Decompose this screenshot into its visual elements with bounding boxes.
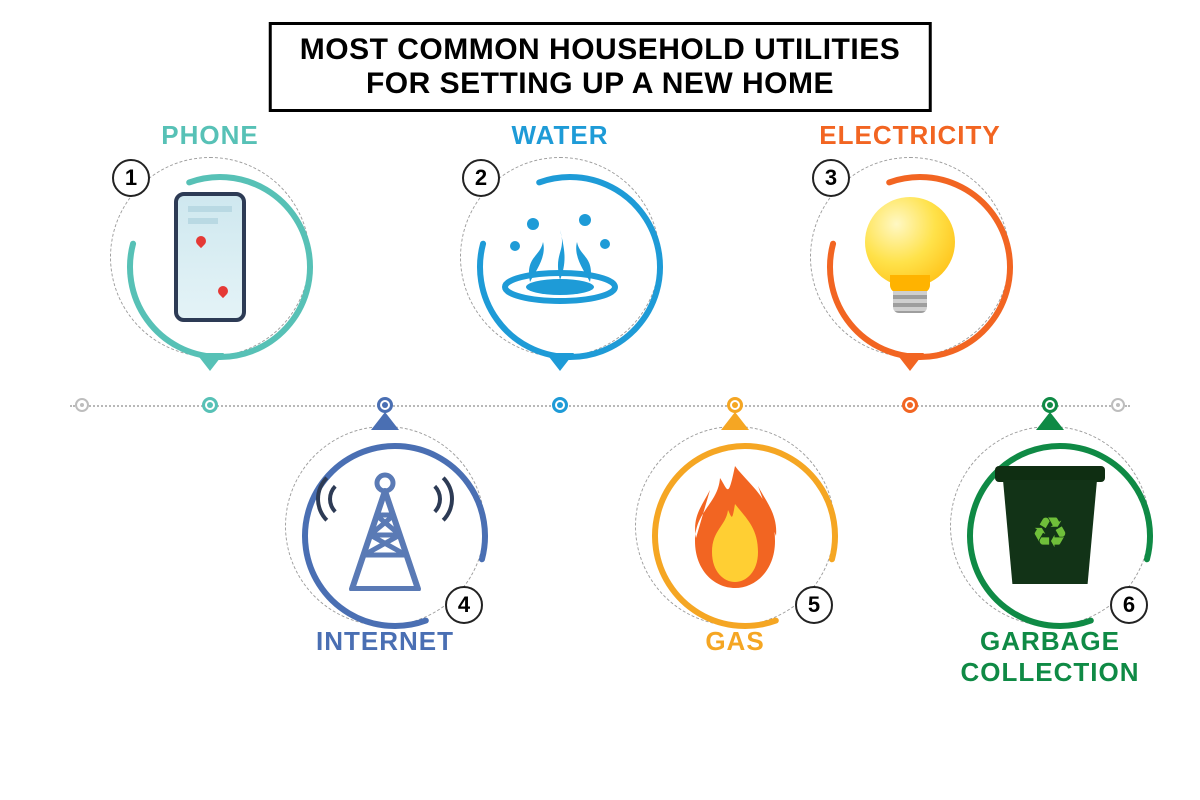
garbage-bin-icon: ♻ [995, 466, 1105, 586]
utility-item: WATER 2 [440, 120, 680, 357]
timeline-dot [202, 397, 218, 413]
number-badge: 2 [462, 159, 500, 197]
phone-icon [174, 192, 246, 322]
utility-item: PHONE 1 [90, 120, 330, 357]
utility-bubble: 4 [285, 426, 485, 626]
flame-icon [680, 456, 790, 596]
number-badge: 4 [445, 586, 483, 624]
timeline-end-right [1111, 398, 1125, 412]
timeline-dot [377, 397, 393, 413]
title-line-2: FOR SETTING UP A NEW HOME [300, 67, 901, 101]
pointer-down-icon [546, 353, 574, 371]
number-badge: 6 [1110, 586, 1148, 624]
timeline-dot [1042, 397, 1058, 413]
recycle-icon: ♻ [1031, 508, 1069, 557]
pointer-up-icon [371, 412, 399, 430]
utility-item: 6 ♻ GARBAGECOLLECTION [930, 420, 1170, 688]
utility-item: 5 GAS [615, 420, 855, 657]
title-line-1: MOST COMMON HOUSEHOLD UTILITIES [300, 33, 901, 67]
timeline-dot [552, 397, 568, 413]
pointer-up-icon [721, 412, 749, 430]
water-icon [485, 202, 635, 312]
timeline-end-left [75, 398, 89, 412]
timeline-dot [727, 397, 743, 413]
utility-item: ELECTRICITY 3 [790, 120, 1030, 357]
radio-tower-icon [310, 451, 460, 601]
number-badge: 5 [795, 586, 833, 624]
pointer-down-icon [896, 353, 924, 371]
utility-label: WATER [440, 120, 680, 151]
utility-bubble: 2 [460, 157, 660, 357]
pointer-up-icon [1036, 412, 1064, 430]
utility-bubble: 5 [635, 426, 835, 626]
utility-bubble: 1 [110, 157, 310, 357]
number-badge: 3 [812, 159, 850, 197]
utility-bubble: 3 [810, 157, 1010, 357]
timeline-dot [902, 397, 918, 413]
utility-label: ELECTRICITY [790, 120, 1030, 151]
utility-item: 4 INTERNET [265, 420, 505, 657]
title-box: MOST COMMON HOUSEHOLD UTILITIES FOR SETT… [269, 22, 932, 112]
utility-bubble: 6 ♻ [950, 426, 1150, 626]
timeline [70, 405, 1130, 407]
number-badge: 1 [112, 159, 150, 197]
utility-label: PHONE [90, 120, 330, 151]
lightbulb-icon [865, 197, 955, 317]
pointer-down-icon [196, 353, 224, 371]
